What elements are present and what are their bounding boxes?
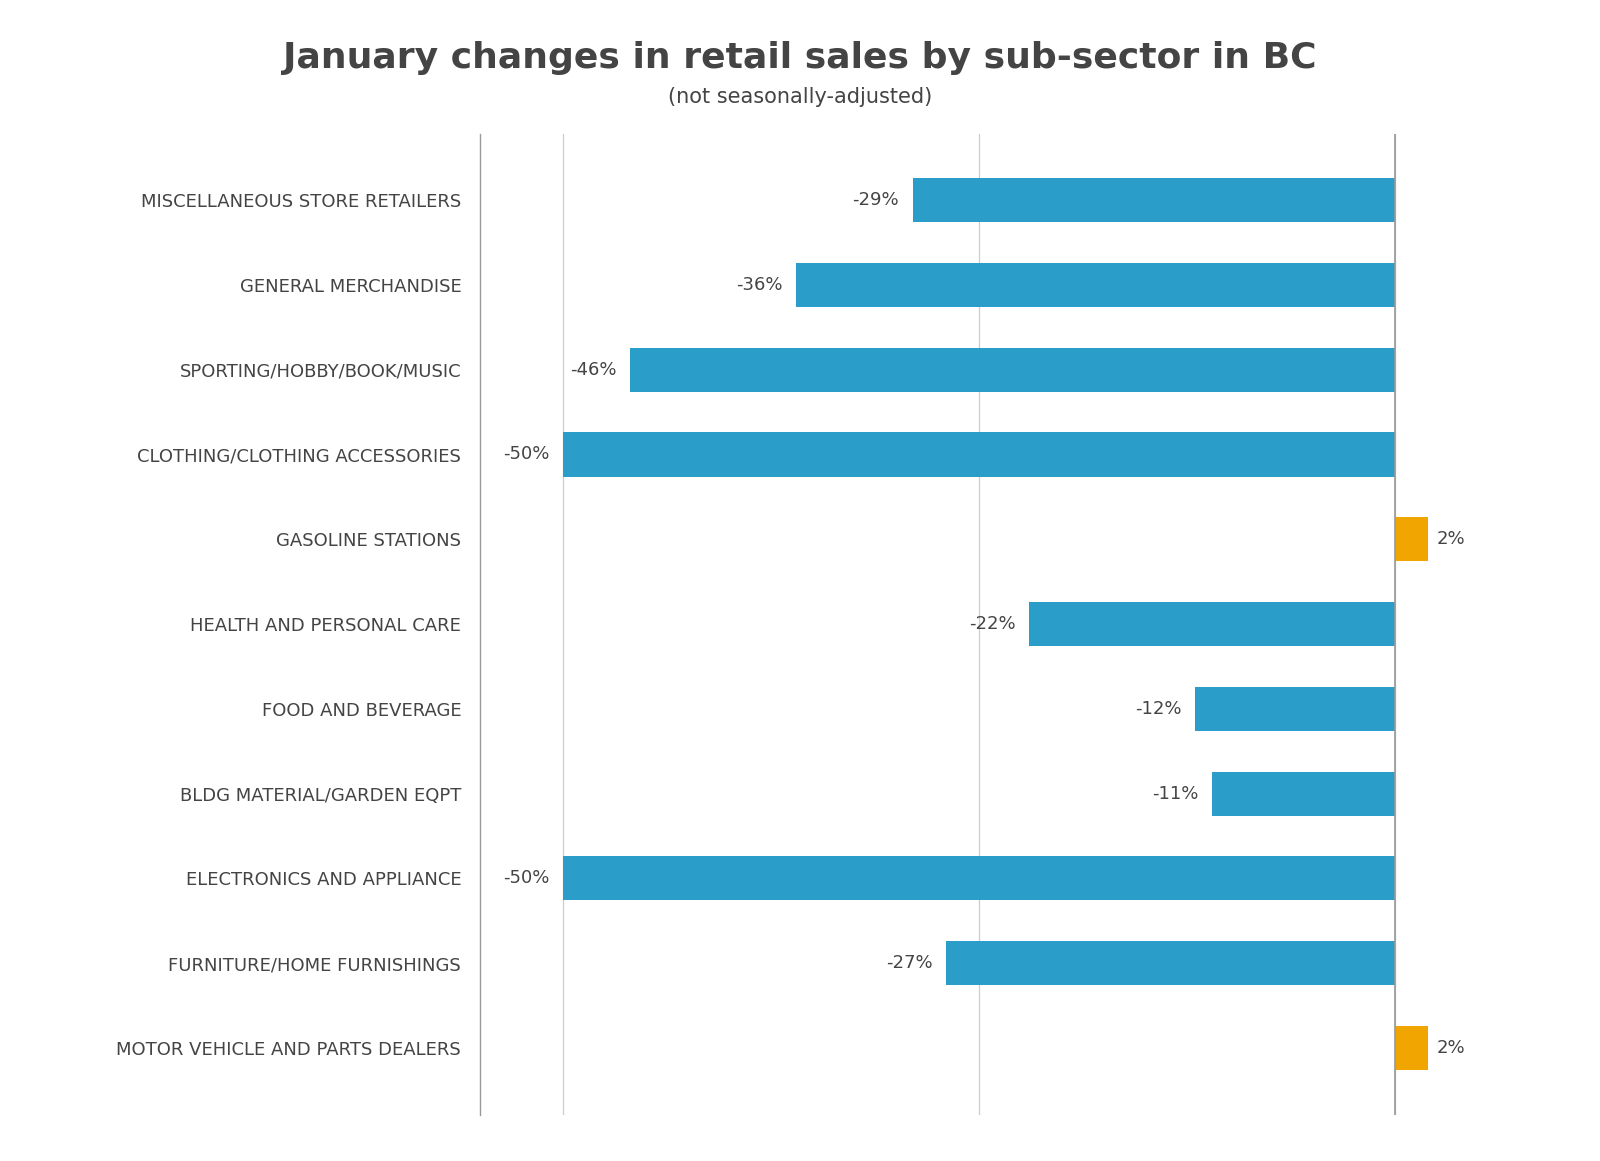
Text: -50%: -50% xyxy=(504,870,550,887)
Bar xyxy=(563,857,1395,901)
Text: -46%: -46% xyxy=(570,361,616,378)
Bar xyxy=(1195,687,1395,731)
Bar xyxy=(1395,517,1429,561)
Bar xyxy=(563,432,1395,476)
Text: 2%: 2% xyxy=(1437,1039,1466,1057)
Bar xyxy=(1395,1026,1429,1070)
Text: -50%: -50% xyxy=(504,446,550,463)
Bar xyxy=(630,347,1395,391)
Text: -29%: -29% xyxy=(853,192,899,209)
Text: -22%: -22% xyxy=(970,615,1016,633)
Bar xyxy=(946,942,1395,986)
Text: (not seasonally-adjusted): (not seasonally-adjusted) xyxy=(667,87,933,107)
Bar xyxy=(797,262,1395,307)
Text: 2%: 2% xyxy=(1437,531,1466,548)
Text: -11%: -11% xyxy=(1152,785,1198,802)
Text: January changes in retail sales by sub-sector in BC: January changes in retail sales by sub-s… xyxy=(283,41,1317,74)
Bar xyxy=(1029,603,1395,646)
Text: -12%: -12% xyxy=(1136,700,1182,717)
Text: -27%: -27% xyxy=(886,954,933,972)
Bar xyxy=(912,178,1395,222)
Text: -36%: -36% xyxy=(736,276,782,294)
Bar xyxy=(1211,772,1395,816)
